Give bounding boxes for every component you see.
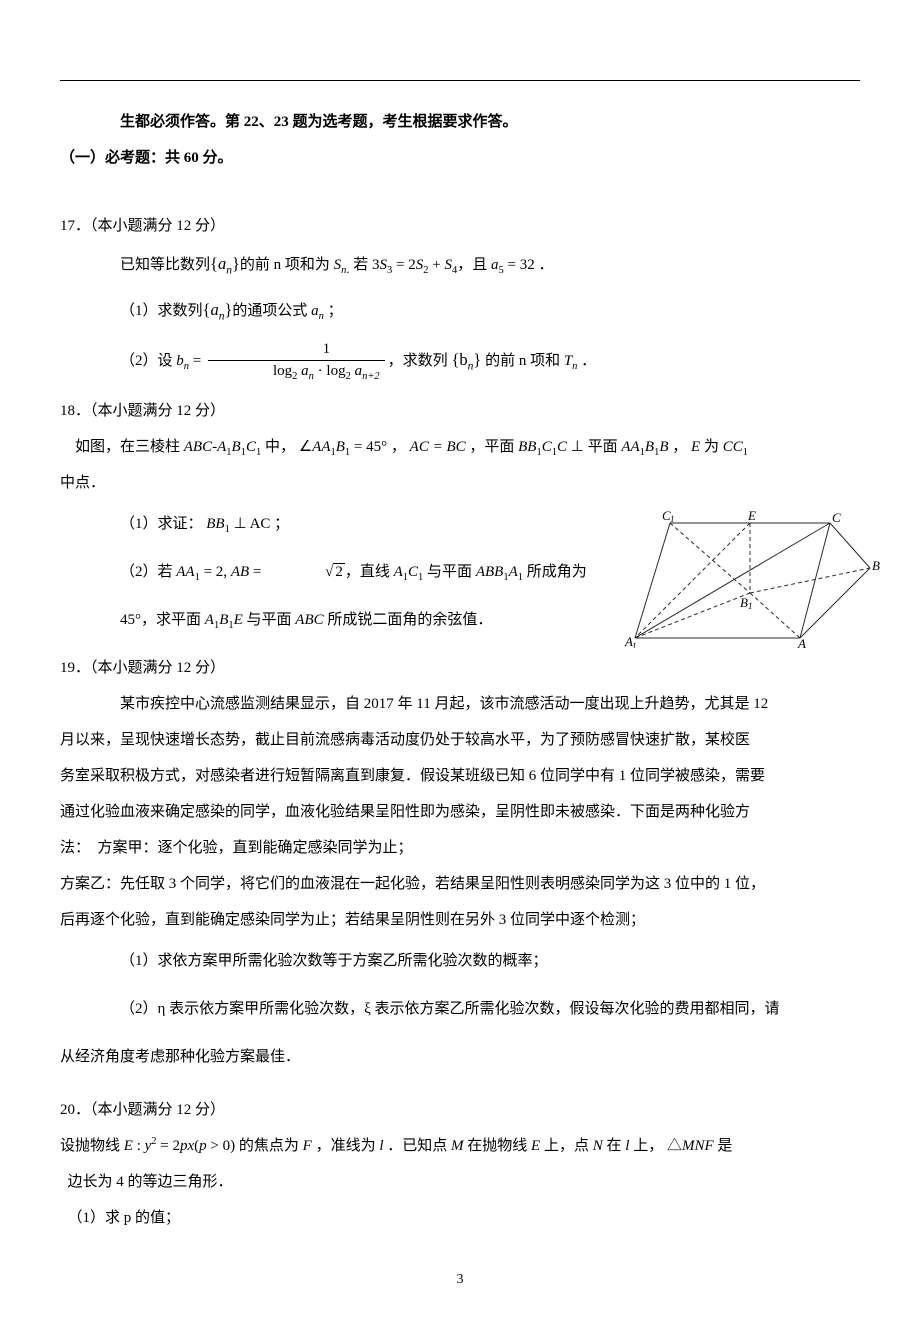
svg-text:B: B — [872, 558, 880, 573]
q18-part2c: 与平面 — [427, 564, 472, 580]
q20-intro2: 的焦点为 — [239, 1138, 299, 1154]
page-number: 3 — [60, 1265, 860, 1296]
q18-intro2: 中， — [265, 439, 295, 455]
svg-text:B: B — [740, 595, 748, 610]
q19-part2a: （2）η 表示依方案甲所需化验次数，ξ 表示依方案乙所需化验次数，假设每次化验的… — [60, 993, 860, 1026]
q20-intro1: 设抛物线 — [60, 1138, 120, 1154]
q18-part3a: ，求平面 — [141, 612, 201, 628]
q19-body6: 方案乙：先任取 3 个同学，将它们的血液混在一起化验，若结果呈阳性则表明感染同学… — [60, 868, 860, 901]
q17-intro3: 若 — [353, 257, 368, 273]
q17-intro4: ，且 — [457, 257, 487, 273]
q19-body7: 后再逐个化验，直到能确定感染同学为止；若结果呈阴性则在另外 3 位同学中逐个检测… — [60, 904, 860, 937]
svg-text:C: C — [832, 510, 841, 525]
q20-intro6: 上，点 — [544, 1138, 589, 1154]
q19-body4: 通过化验血液来确定感染的同学，血液化验结果呈阳性即为感染，呈阴性即未被感染．下面… — [60, 796, 860, 829]
q19-part1: （1）求依方案甲所需化验次数等于方案乙所需化验次数的概率； — [60, 945, 860, 978]
q17-part2-mid: ，求数列 — [388, 353, 448, 369]
q19-body1: 某市疾控中心流感监测结果显示，自 2017 年 11 月起，该市流感活动一度出现… — [60, 688, 860, 721]
q19-body2: 月以来，呈现快速增长态势，截止目前流感病毒活动度仍处于较高水平，为了预防感冒快速… — [60, 724, 860, 757]
q18-intro-end: 中点． — [60, 467, 860, 500]
svg-text:1: 1 — [748, 601, 753, 611]
q18-intro1: 如图，在三棱柱 — [75, 439, 180, 455]
svg-text:1: 1 — [632, 641, 637, 648]
q18-intro4: 平面 — [588, 439, 618, 455]
q18-part2b: ，直线 — [345, 564, 390, 580]
prism-figure: A1 A B C1 C E B1 — [620, 508, 880, 648]
q17-title: 17．（本小题满分 12 分） — [60, 210, 860, 243]
q20-intro5: 在抛物线 — [467, 1138, 527, 1154]
q19-body5: 法： 方案甲：逐个化验，直到能确定感染同学为止； — [60, 832, 860, 865]
svg-text:1: 1 — [670, 514, 675, 524]
q17-part1-suffix: 的通项公式 — [232, 303, 307, 319]
q18-title: 18．（本小题满分 12 分） — [60, 395, 860, 428]
header-line2: （一）必考题：共 60 分。 — [60, 150, 233, 166]
q20-title: 20．（本小题满分 12 分） — [60, 1094, 860, 1127]
q20-part1: （1）求 p 的值； — [60, 1202, 860, 1235]
header-line1: 生都必须作答。第 22、23 题为选考题，考生根据要求作答。 — [120, 114, 518, 130]
q18-part2a: （2）若 — [120, 564, 173, 580]
q19-title: 19．（本小题满分 12 分） — [60, 652, 860, 685]
q17-part2-prefix: （2）设 — [120, 353, 173, 369]
q19-body3: 务室采取积极方式，对感染者进行短暂隔离直到康复．假设某班级已知 6 位同学中有 … — [60, 760, 860, 793]
q19-part2b: 从经济角度考虑那种化验方案最佳． — [60, 1041, 860, 1074]
svg-text:E: E — [747, 508, 756, 523]
q18-intro3: ，平面 — [469, 439, 514, 455]
q20-intro3: ，准线为 — [316, 1138, 376, 1154]
q17-intro2: 的前 n 项和为 — [240, 257, 330, 273]
q20-intro4: ．已知点 — [387, 1138, 447, 1154]
q18-intro5: 为 — [704, 439, 719, 455]
q17-part2-suffix: 的前 n 项和 — [481, 353, 560, 369]
q18-part3b: 与平面 — [247, 612, 292, 628]
q17-intro: 已知等比数列 — [120, 257, 210, 273]
q20-intro-end: 边长为 4 的等边三角形． — [60, 1166, 860, 1199]
q18-part1: （1）求证： — [120, 516, 203, 532]
q20-intro7: 在 — [607, 1138, 622, 1154]
q18-part2d: 所成角为 — [527, 564, 587, 580]
q20-intro9: 是 — [717, 1138, 732, 1154]
svg-text:A: A — [797, 636, 806, 648]
q20-intro8: 上， — [633, 1138, 663, 1154]
q17-part1-prefix: （1）求数列 — [120, 303, 203, 319]
q18-part3c: 所成锐二面角的余弦值． — [327, 612, 492, 628]
